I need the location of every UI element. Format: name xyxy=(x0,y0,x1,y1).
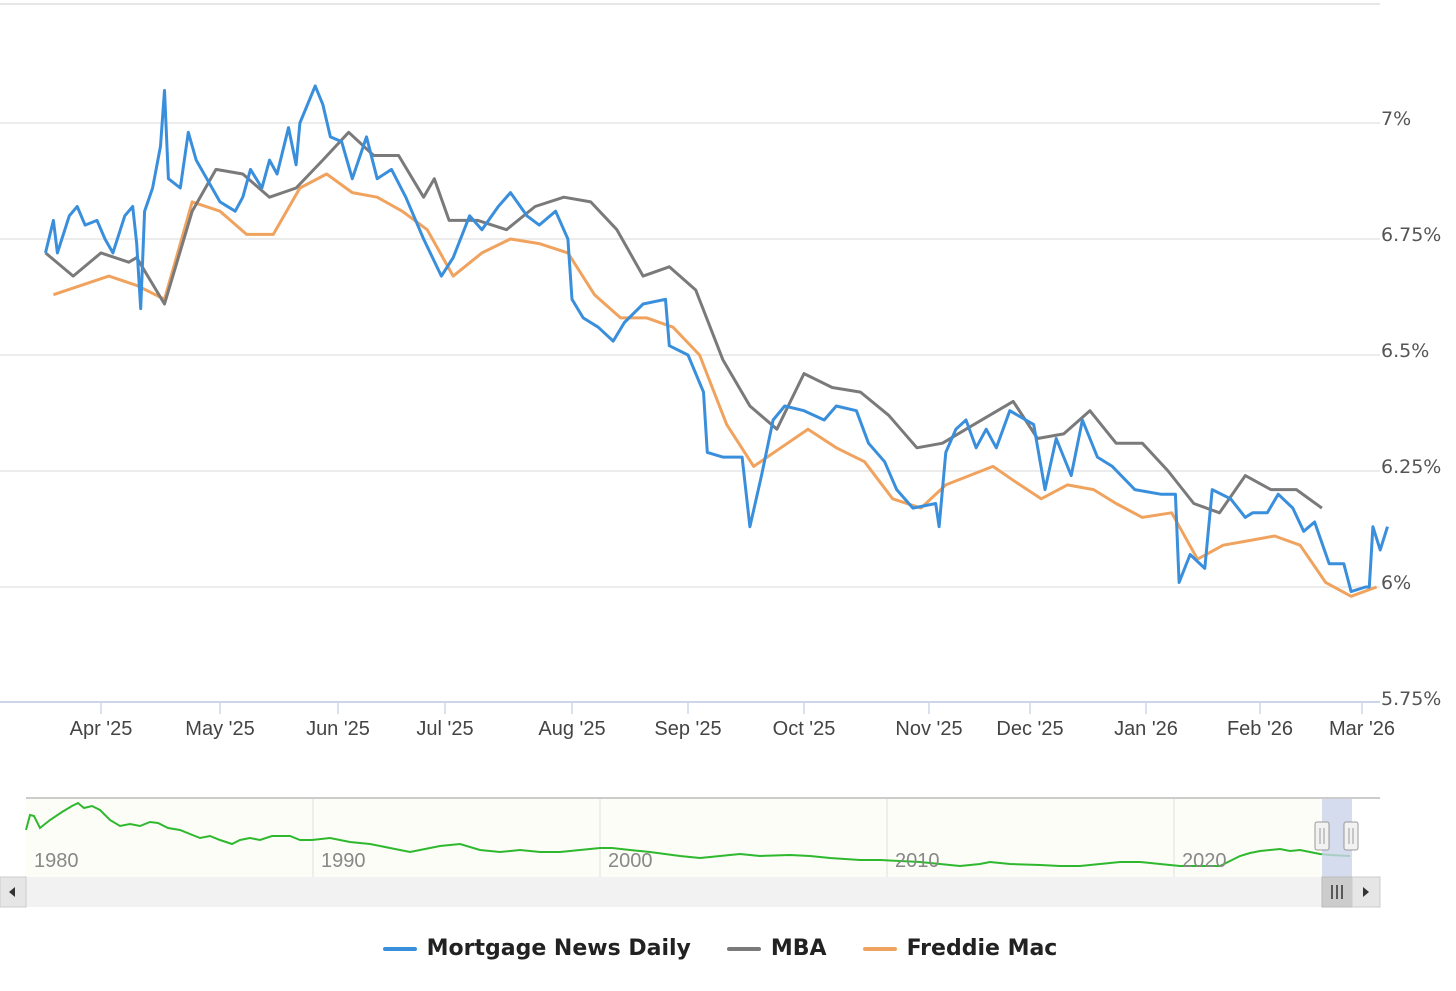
arrow-right-icon xyxy=(1363,887,1369,897)
legend-swatch-mortgage-news-daily xyxy=(382,946,417,951)
y-axis-label: 6% xyxy=(1381,572,1412,594)
x-axis-label: Jan '26 xyxy=(1114,718,1178,740)
legend-label: Mortgage News Daily xyxy=(426,936,691,961)
series-line-mba[interactable] xyxy=(44,130,1323,515)
navigator-year-label: 1990 xyxy=(321,850,366,872)
series-line-freddie-mac[interactable] xyxy=(52,172,1378,598)
x-axis-label: May '25 xyxy=(185,718,255,740)
navigator-background xyxy=(26,799,1322,877)
legend: Mortgage News Daily MBA Freddie Mac xyxy=(0,936,1440,961)
legend-swatch-freddie-mac xyxy=(862,946,897,951)
navigator-year-label: 2010 xyxy=(895,850,940,872)
x-axis-label: Dec '25 xyxy=(996,718,1064,740)
y-axis-label: 6.75% xyxy=(1381,224,1442,246)
navigator-year-label: 2000 xyxy=(608,850,653,872)
legend-label: MBA xyxy=(770,936,827,961)
navigator[interactable] xyxy=(25,797,1380,907)
x-axis-label: Sep '25 xyxy=(654,718,722,740)
x-axis-label: Jun '25 xyxy=(306,718,370,740)
plot-area[interactable] xyxy=(44,84,1389,598)
x-axis-ticks xyxy=(100,702,1363,714)
legend-label: Freddie Mac xyxy=(906,936,1058,961)
scrollbar[interactable] xyxy=(0,876,1381,908)
series-line-mortgage-news-daily[interactable] xyxy=(44,84,1389,594)
y-gridlines xyxy=(0,122,1380,588)
legend-item-mortgage-news-daily[interactable]: Mortgage News Daily xyxy=(382,936,691,961)
right-handle-grip[interactable] xyxy=(1343,821,1359,851)
y-axis-label: 7% xyxy=(1381,108,1412,130)
x-axis-label: Nov '25 xyxy=(895,718,963,740)
x-axis-label: Oct '25 xyxy=(772,718,836,740)
x-axis-label: Aug '25 xyxy=(538,718,606,740)
legend-item-freddie-mac[interactable]: Freddie Mac xyxy=(862,936,1058,961)
scrollbar-track[interactable] xyxy=(0,877,1380,907)
y-axis-label: 6.25% xyxy=(1381,456,1442,478)
navigator-series-line xyxy=(25,801,1351,868)
navigator-gridlines xyxy=(312,799,1175,877)
navigator-year-label: 1980 xyxy=(34,850,79,872)
left-handle-grip[interactable] xyxy=(1314,821,1330,851)
arrow-left-icon xyxy=(9,887,15,897)
x-axis-label: Jul '25 xyxy=(416,718,474,740)
navigator-right-handle[interactable] xyxy=(1343,821,1359,851)
scroll-right-button[interactable] xyxy=(1351,876,1381,908)
y-axis-label: 6.5% xyxy=(1381,340,1430,362)
y-axis-label: 5.75% xyxy=(1381,688,1442,710)
legend-swatch-mba xyxy=(726,946,761,951)
x-axis-label: Feb '26 xyxy=(1226,718,1294,740)
navigator-year-label: 2020 xyxy=(1182,850,1227,872)
x-axis-label: Apr '25 xyxy=(69,718,133,740)
legend-item-mba[interactable]: MBA xyxy=(726,936,827,961)
x-axis-label: Mar '26 xyxy=(1328,718,1396,740)
navigator-left-handle[interactable] xyxy=(1314,821,1330,851)
